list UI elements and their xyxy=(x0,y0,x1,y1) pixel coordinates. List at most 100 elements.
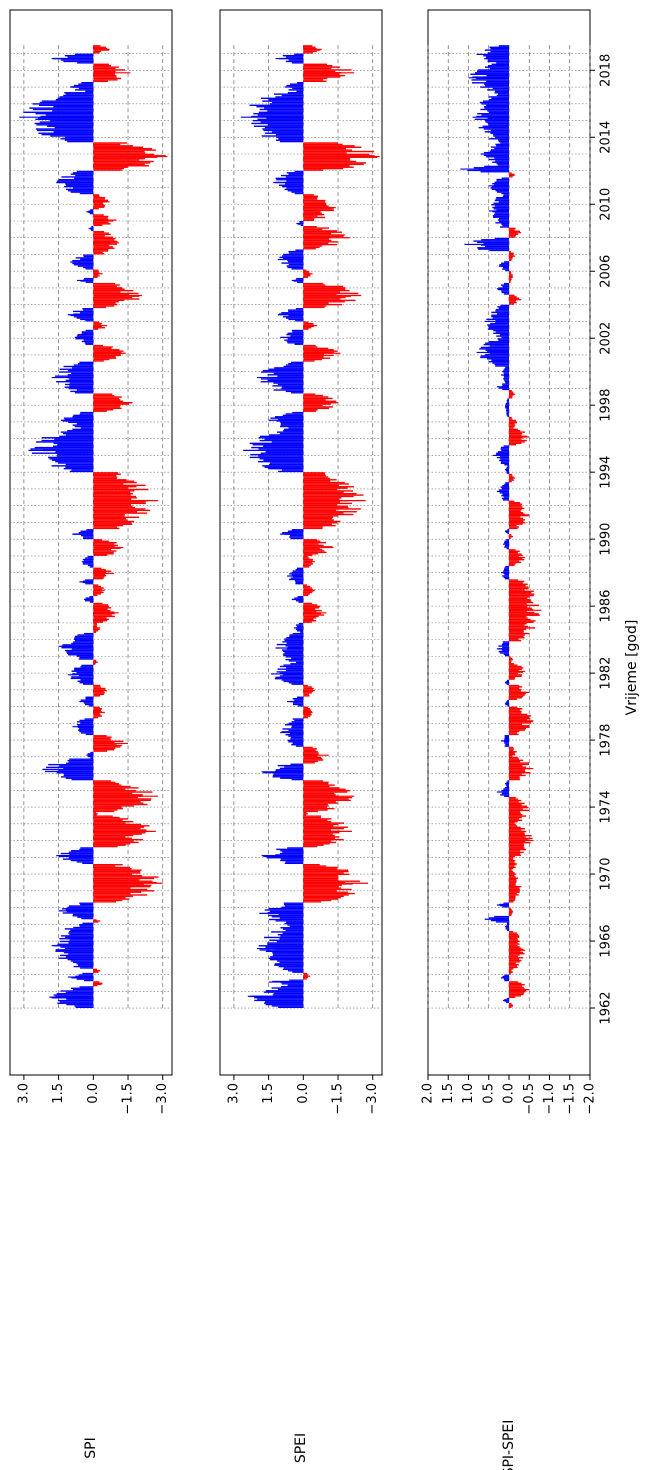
data-bar xyxy=(297,596,304,598)
data-bar xyxy=(66,1003,94,1006)
data-bar xyxy=(509,881,517,884)
data-bar xyxy=(290,335,304,337)
data-bar xyxy=(93,870,141,873)
data-bar xyxy=(303,211,321,213)
data-bar xyxy=(93,690,104,693)
data-bar xyxy=(277,960,304,962)
data-bar xyxy=(290,763,304,765)
data-bar xyxy=(509,801,519,803)
data-bar xyxy=(475,72,509,74)
data-bar xyxy=(509,432,523,435)
data-bar xyxy=(509,579,519,581)
data-bar xyxy=(303,149,352,151)
data-bar xyxy=(303,523,332,525)
data-bar xyxy=(490,149,509,151)
data-bar xyxy=(277,375,304,377)
data-bar xyxy=(493,216,509,218)
data-bar xyxy=(303,396,329,398)
data-bar xyxy=(69,905,94,907)
data-bar xyxy=(509,722,532,724)
data-bar xyxy=(498,339,509,342)
data-bar xyxy=(509,726,530,728)
data-bar xyxy=(93,785,131,788)
data-bar xyxy=(76,861,94,863)
data-bar xyxy=(489,352,509,354)
data-bar xyxy=(292,331,304,333)
data-bar xyxy=(492,87,509,90)
data-bar xyxy=(93,879,140,881)
data-bar xyxy=(509,855,515,858)
data-bar xyxy=(492,183,509,185)
data-bar xyxy=(93,845,118,848)
data-bar xyxy=(93,981,100,983)
data-bar xyxy=(278,913,304,915)
data-bar xyxy=(281,649,304,651)
data-bar xyxy=(82,581,94,584)
value-tick-label: 3.0 xyxy=(226,1083,241,1104)
data-bar xyxy=(91,229,94,232)
data-bar xyxy=(303,230,337,232)
data-bar xyxy=(279,140,304,143)
data-bar xyxy=(289,925,304,928)
data-bar xyxy=(483,243,509,245)
data-bar xyxy=(303,231,342,233)
data-bar xyxy=(303,357,331,359)
data-bar xyxy=(509,933,519,936)
data-bar xyxy=(509,631,524,633)
data-bar xyxy=(272,774,304,777)
data-bar xyxy=(303,299,356,302)
data-bar xyxy=(59,940,94,943)
data-bar xyxy=(91,226,94,228)
data-bar xyxy=(72,259,94,262)
data-bar xyxy=(93,325,102,328)
data-bar xyxy=(93,834,134,837)
data-bar xyxy=(303,865,327,867)
data-bar xyxy=(509,766,527,768)
data-bar xyxy=(283,654,304,657)
data-bar xyxy=(93,247,115,249)
data-bar xyxy=(480,244,509,246)
data-bar xyxy=(509,504,522,507)
data-bar xyxy=(509,229,515,231)
data-bar xyxy=(93,406,120,408)
data-bar xyxy=(93,303,118,306)
data-bar xyxy=(509,954,520,956)
time-tick-label: 2002 xyxy=(599,322,614,355)
data-bar xyxy=(93,709,102,711)
data-bar xyxy=(282,851,304,853)
data-bar xyxy=(51,465,94,467)
data-bar xyxy=(303,166,354,168)
data-bar xyxy=(486,358,509,360)
data-bar xyxy=(499,264,509,266)
data-bar xyxy=(93,167,125,170)
data-bar xyxy=(509,441,525,443)
data-bar xyxy=(503,377,509,380)
data-bar xyxy=(53,106,94,108)
data-bar xyxy=(64,947,94,950)
data-bar xyxy=(509,887,520,889)
data-bar xyxy=(509,907,511,909)
data-bar xyxy=(41,439,94,442)
data-bar xyxy=(276,848,304,851)
data-bar xyxy=(55,995,94,998)
data-bar xyxy=(280,927,304,929)
data-bar xyxy=(509,913,513,915)
data-bar xyxy=(294,192,304,195)
data-bar xyxy=(502,493,509,495)
data-bar xyxy=(303,404,323,407)
data-bar xyxy=(509,891,520,893)
data-bar xyxy=(509,877,518,880)
data-bar xyxy=(56,455,94,457)
data-bar xyxy=(274,416,304,418)
data-bar xyxy=(509,236,516,238)
data-bar xyxy=(503,572,509,574)
data-bar xyxy=(93,840,134,842)
data-bar xyxy=(303,235,344,238)
data-bar xyxy=(509,777,520,779)
data-bar xyxy=(303,886,339,888)
data-bar xyxy=(509,821,518,823)
data-bar xyxy=(303,474,326,477)
data-bar xyxy=(75,975,94,978)
data-bar xyxy=(499,489,509,491)
data-bar xyxy=(264,1002,304,1004)
